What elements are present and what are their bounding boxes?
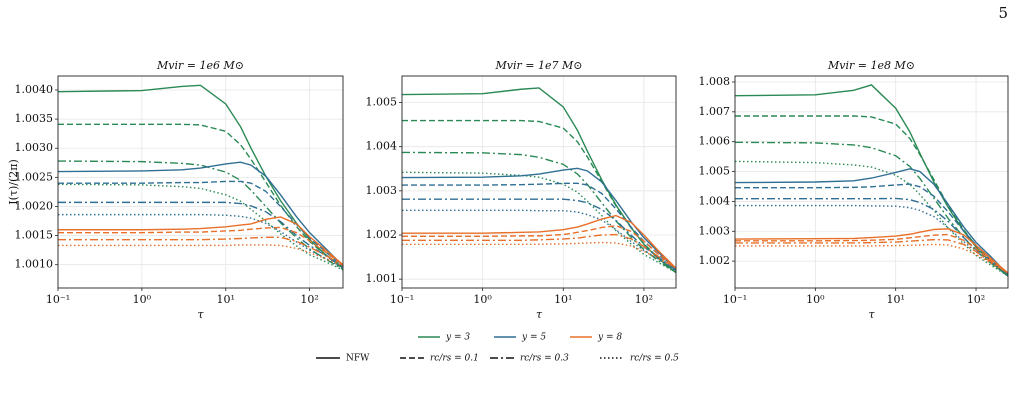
y-tick-label: 1.004 [699, 194, 731, 207]
plot-frame [57, 75, 344, 289]
legend-label: rc/rs = 0.5 [630, 354, 679, 364]
x-tick-label: 10⁰ [473, 293, 492, 306]
y-tick-label: 1.006 [699, 135, 731, 148]
x-tick-label: 10¹ [886, 293, 904, 306]
legend-label: rc/rs = 0.1 [430, 354, 479, 364]
series-line [401, 151, 677, 274]
y-tick-label: 1.007 [699, 105, 731, 118]
chart-title: Mvir = 1e6 M⊙ [156, 59, 244, 72]
series-line [734, 168, 1009, 276]
series-line [57, 183, 344, 271]
x-tick-label: 10⁻¹ [390, 293, 414, 306]
x-tick-label: 10⁻¹ [723, 293, 747, 306]
y-tick-label: 1.002 [699, 254, 731, 267]
x-tick-label: 10² [635, 293, 653, 306]
chart-title: Mvir = 1e8 M⊙ [827, 59, 915, 72]
series-line [58, 236, 344, 266]
y-tick-label: 1.002 [366, 228, 398, 241]
series-line [57, 161, 344, 267]
y-axis-label: I(τ)/(2π) [7, 159, 20, 205]
y-tick-label: 1.0020 [15, 199, 54, 212]
series-line [402, 225, 677, 269]
series-line [401, 87, 677, 274]
series-line [58, 226, 344, 266]
legend-label: y = 3 [445, 333, 470, 343]
legend-label: NFW [346, 354, 370, 364]
page-number: 5 [998, 4, 1008, 22]
x-axis-label: τ [197, 308, 204, 321]
chart-title: Mvir = 1e7 M⊙ [495, 59, 583, 72]
series-line [735, 204, 1009, 276]
x-axis-label: τ [868, 308, 875, 321]
y-tick-label: 1.0025 [15, 170, 54, 183]
x-tick-label: 10⁰ [133, 293, 152, 306]
series-line [58, 180, 344, 267]
series-line [735, 115, 1009, 277]
x-tick-label: 10⁰ [806, 293, 825, 306]
y-tick-label: 1.004 [366, 140, 398, 153]
y-tick-label: 1.003 [366, 184, 398, 197]
series-line [734, 141, 1009, 277]
y-tick-label: 1.0010 [15, 258, 54, 271]
series-line [401, 167, 677, 271]
x-tick-label: 10² [967, 293, 985, 306]
y-tick-label: 1.005 [366, 96, 398, 109]
y-tick-label: 1.0030 [15, 141, 54, 154]
legend-label: y = 5 [521, 333, 546, 343]
series-line [402, 119, 677, 274]
series-line [58, 213, 344, 269]
series-line [58, 123, 344, 270]
y-tick-label: 1.003 [699, 224, 731, 237]
plot-frame [734, 75, 1009, 289]
y-tick-label: 1.0015 [15, 229, 54, 242]
y-tick-label: 1.001 [366, 272, 398, 285]
series-line [402, 214, 677, 269]
x-tick-label: 10² [300, 293, 318, 306]
legend-label: rc/rs = 0.3 [520, 354, 569, 364]
x-axis-label: τ [536, 308, 543, 321]
y-tick-label: 1.0040 [15, 83, 54, 96]
y-tick-label: 1.008 [699, 75, 731, 88]
series-line [735, 197, 1009, 276]
series-line [401, 171, 677, 274]
series-line [402, 241, 677, 269]
series-line [402, 209, 677, 271]
x-tick-label: 10⁻¹ [46, 293, 70, 306]
plot-frame [401, 75, 677, 289]
series-line [734, 228, 1009, 274]
series-line [58, 216, 344, 266]
series-line [735, 238, 1009, 274]
series-line [734, 160, 1009, 277]
y-tick-label: 1.0035 [15, 112, 54, 125]
series-line [735, 233, 1009, 274]
series-line [402, 233, 677, 269]
x-tick-label: 10¹ [217, 293, 235, 306]
series-line [58, 201, 344, 268]
series-line [57, 84, 344, 269]
legend-label: y = 8 [597, 333, 622, 343]
series-line [735, 243, 1009, 274]
series-line [57, 160, 344, 270]
series-line [58, 244, 344, 267]
x-tick-label: 10¹ [554, 293, 572, 306]
y-tick-label: 1.005 [699, 165, 731, 178]
